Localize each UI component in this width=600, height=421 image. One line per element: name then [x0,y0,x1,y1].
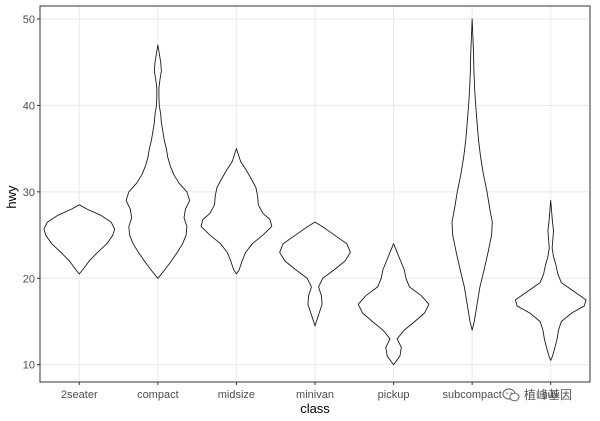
y-tick-label: 10 [23,360,35,372]
y-axis-title: hwy [4,185,19,209]
x-tick-label-compact: compact [137,389,179,401]
x-axis-title: class [300,401,330,416]
x-tick-label-midsize: midsize [218,389,255,401]
violin-pickup [357,243,430,366]
x-axis: 2seater compact midsize minivan pickup subcom… [61,382,560,401]
x-tick-label-2seater: 2seater [61,389,98,401]
violin-compact [125,44,191,279]
y-tick-label: 20 [23,273,35,285]
x-tick-label-pickup: pickup [378,389,410,401]
x-tick-label-subcompact: subcompact [442,389,501,401]
y-tick-label: 30 [23,187,35,199]
violins [43,18,587,366]
violin-subcompact [451,18,493,331]
wechat-icon [502,387,520,401]
x-tick-label-suv: suv [542,389,560,401]
violin-suv [514,200,587,361]
violin-minivan [279,221,351,327]
watermark: 植峰基因 [502,386,572,403]
y-tick-label: 50 [23,14,35,26]
watermark-text: 植峰基因 [524,388,573,402]
violin-midsize [200,148,273,275]
violin-2seater [43,204,116,275]
x-tick-label-minivan: minivan [296,389,334,401]
y-tick-label: 40 [23,100,35,112]
y-axis: 10 20 30 40 50 [23,14,40,372]
